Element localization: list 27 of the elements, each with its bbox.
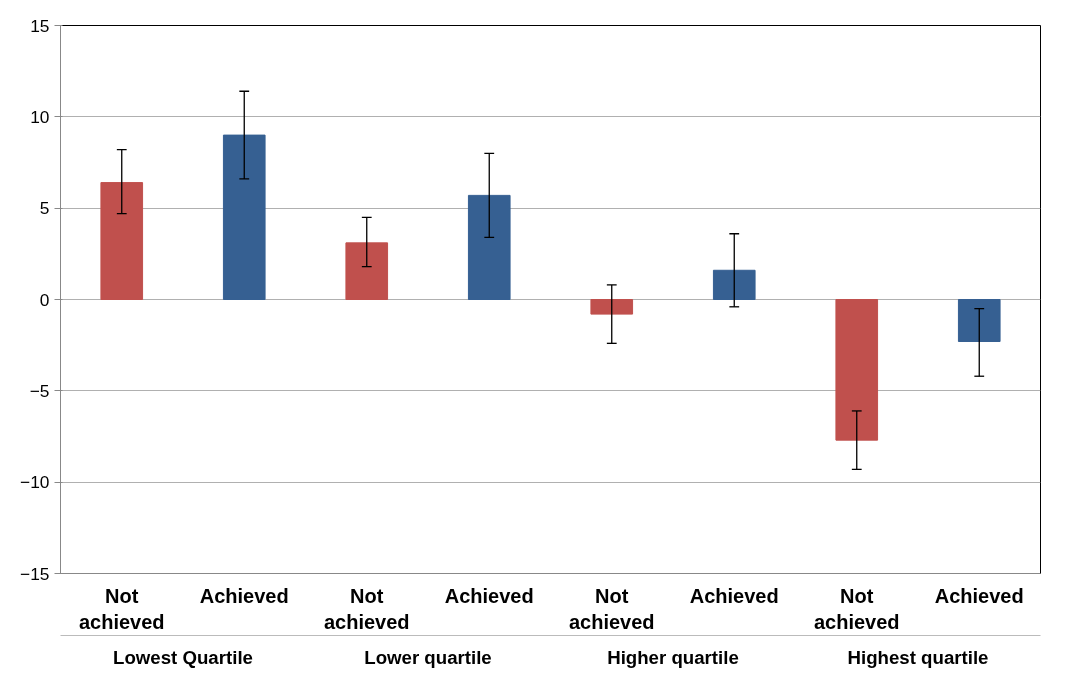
x-tick-label: Not achieved <box>568 584 655 633</box>
y-tick-label: 15 <box>30 15 50 36</box>
y-tick-label: −5 <box>29 380 50 401</box>
x-tick-label: Achieved <box>689 584 779 607</box>
bar <box>467 194 511 300</box>
text: Lowest Quartile <box>113 646 253 668</box>
y-tick-label: 0 <box>39 289 50 310</box>
y-tick-label: 5 <box>39 198 50 219</box>
text: Highest quartile <box>847 646 989 668</box>
bar <box>590 299 634 315</box>
x-tick-label: Achieved <box>444 584 534 607</box>
x-tick-label: Not achieved <box>813 584 900 633</box>
bar <box>222 134 266 300</box>
bar <box>712 269 756 300</box>
y-tick-label: −15 <box>20 563 50 584</box>
bar <box>100 182 144 300</box>
bar <box>835 299 879 441</box>
x-tick-label: Achieved <box>934 584 1024 607</box>
text: Higher quartile <box>607 646 739 668</box>
x-tick-label: Achieved <box>199 584 289 607</box>
x-tick-label: Not achieved <box>78 584 165 633</box>
bar <box>957 299 1001 343</box>
y-tick-label: −10 <box>20 472 50 493</box>
bar <box>345 242 389 300</box>
x-tick-label: Not achieved <box>323 584 410 633</box>
y-tick-label: 10 <box>30 106 50 127</box>
text: Lower quartile <box>364 646 492 668</box>
